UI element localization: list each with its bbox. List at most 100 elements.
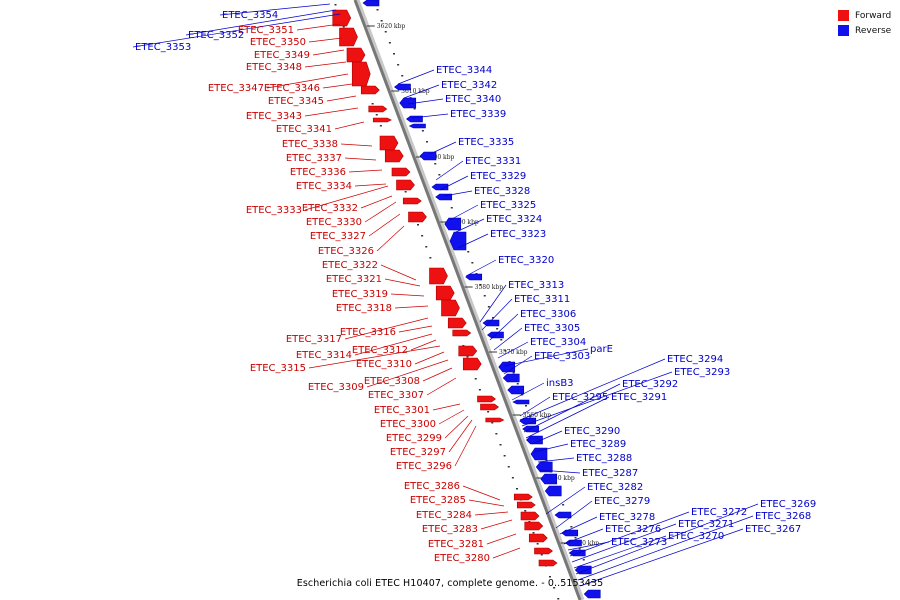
kbp-tick-label: 3570 kbp	[499, 349, 528, 356]
forward-leader	[384, 278, 421, 287]
track-dot	[466, 356, 469, 358]
reverse-leader	[465, 259, 497, 277]
forward-leader	[304, 107, 359, 117]
reverse-gene-label: ETEC_3352	[188, 30, 244, 41]
forward-leader	[304, 61, 347, 68]
forward-leader	[334, 121, 365, 130]
legend-forward-label: Forward	[855, 10, 892, 21]
reverse-gene-label: ETEC_3292	[622, 379, 678, 390]
reverse-leader	[533, 443, 569, 453]
reverse-gene-label: insB3	[546, 378, 574, 389]
track-dot	[404, 191, 407, 193]
reverse-gene-label: ETEC_3272	[691, 507, 747, 518]
reverse-gene	[512, 399, 530, 405]
track-dot	[503, 455, 506, 457]
track-dot	[496, 328, 499, 330]
forward-leader	[354, 183, 387, 187]
track-dot	[507, 466, 510, 468]
track-dot	[492, 317, 494, 319]
kbp-tick-label: 3580 kbp	[475, 284, 504, 291]
forward-gene	[447, 317, 467, 329]
reverse-gene-label: ETEC_3313	[508, 280, 564, 291]
forward-gene-label: ETEC_3285	[410, 495, 466, 506]
reverse-gene-label: ETEC_3273	[611, 537, 667, 548]
track-dot	[421, 235, 424, 237]
backbone-line	[353, 0, 582, 600]
forward-swatch	[838, 10, 849, 21]
kbp-tick-label: 3600 kbp	[426, 154, 455, 161]
kbp-tick-label: 3550 kbp	[546, 475, 575, 482]
forward-leader	[432, 403, 461, 411]
reverse-gene-label: ETEC_3268	[755, 511, 811, 522]
forward-gene	[372, 117, 392, 123]
forward-gene-label: ETEC_3315	[250, 363, 306, 374]
forward-gene-label: ETEC_3280	[434, 553, 490, 564]
forward-leader	[296, 23, 341, 31]
track-dot	[582, 559, 585, 561]
track-dot	[450, 207, 453, 209]
reverse-gene	[408, 123, 426, 129]
track-dot	[516, 383, 519, 385]
forward-gene-label: ETEC_3299	[386, 433, 442, 444]
forward-gene	[520, 511, 540, 521]
forward-gene-label: ETEC_3330	[306, 217, 362, 228]
track-dot	[478, 389, 481, 391]
reverse-leader	[411, 113, 449, 119]
reverse-swatch	[838, 25, 849, 36]
forward-leader	[380, 264, 417, 281]
reverse-leader	[493, 327, 523, 351]
forward-leader	[486, 533, 517, 545]
forward-gene-label: ETEC_3327	[310, 231, 366, 242]
reverse-leader	[571, 523, 677, 563]
track-dot	[438, 174, 441, 176]
track-dot	[524, 510, 527, 512]
forward-gene-label: ETEC_3343	[246, 111, 302, 122]
forward-leader	[326, 95, 357, 102]
reverse-leader	[132, 13, 341, 48]
reverse-gene	[526, 435, 543, 445]
reverse-leader	[555, 500, 593, 529]
track-dot	[393, 53, 395, 55]
forward-gene	[477, 395, 496, 403]
forward-gene	[346, 47, 366, 63]
track-dot	[525, 405, 527, 407]
forward-gene-label: ETEC_3316	[340, 327, 396, 338]
forward-gene-label: ETEC_3337	[286, 153, 342, 164]
reverse-gene	[583, 589, 601, 599]
forward-gene	[538, 559, 558, 567]
reverse-gene-label: ETEC_3323	[490, 229, 546, 240]
reverse-gene-label: ETEC_3289	[570, 439, 626, 450]
reverse-leader	[457, 233, 489, 249]
label-leaders	[132, 3, 759, 587]
forward-gene	[452, 329, 472, 337]
forward-gene-label: ETEC_3338	[282, 139, 338, 150]
reverse-leader	[537, 457, 575, 463]
forward-gene-label: ETEC_3286	[404, 481, 460, 492]
forward-leader	[438, 409, 465, 425]
track-dot	[417, 224, 419, 226]
reverse-gene-label: ETEC_3339	[450, 109, 506, 120]
reverse-gene-label: ETEC_3328	[474, 186, 530, 197]
forward-gene-label: ETEC_3307	[368, 390, 424, 401]
forward-leader	[344, 157, 377, 161]
reverse-gene-label: ETEC_3276	[605, 524, 661, 535]
reverse-gene	[554, 511, 572, 519]
forward-gene	[429, 267, 448, 285]
reverse-gene-label: ETEC_3335	[458, 137, 514, 148]
track-dot	[388, 42, 391, 44]
forward-gene	[513, 493, 533, 501]
forward-gene	[368, 105, 388, 113]
forward-gene	[458, 345, 478, 357]
forward-gene	[384, 149, 404, 163]
forward-leader	[312, 49, 345, 56]
forward-gene-label: ETEC_3346	[264, 83, 320, 94]
reverse-gene-label: ETEC_3269	[760, 499, 816, 510]
reverse-leader	[497, 341, 529, 359]
reverse-gene-label: ETEC_3311	[514, 294, 570, 305]
reverse-gene	[399, 97, 417, 109]
reverse-gene	[530, 447, 548, 461]
reverse-gene-label: ETEC_3354	[222, 10, 278, 21]
track-dot	[425, 246, 428, 248]
track-dot	[342, 26, 345, 28]
track-dot	[516, 488, 518, 490]
